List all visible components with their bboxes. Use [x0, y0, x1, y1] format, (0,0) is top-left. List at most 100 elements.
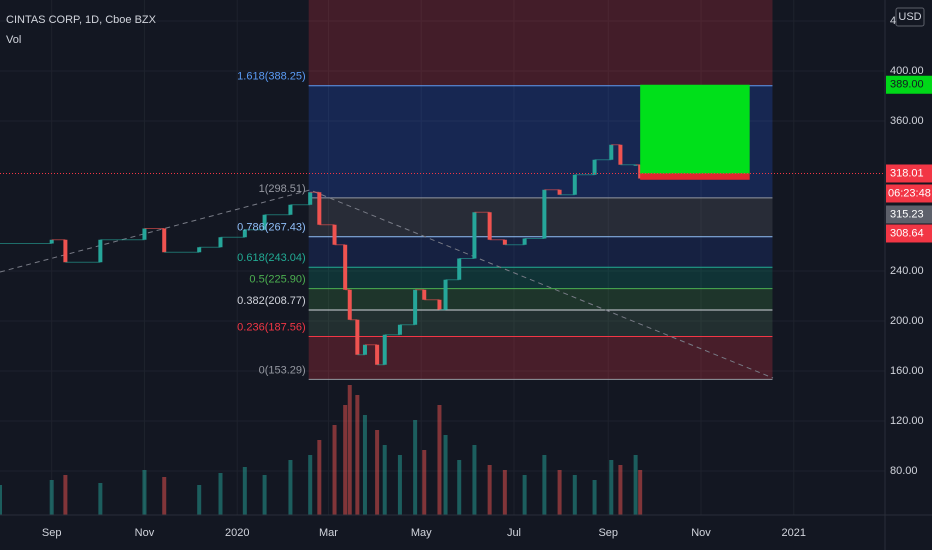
- candle: [592, 159, 597, 175]
- volume-bar: [242, 467, 247, 515]
- x-tick-label: Mar: [319, 527, 338, 539]
- countdown-tag: [886, 184, 932, 203]
- candle: [457, 258, 462, 280]
- x-tick-label: Sep: [42, 527, 62, 539]
- volume-bar: [572, 475, 577, 515]
- candle: [472, 212, 477, 259]
- x-tick-label: Jul: [507, 527, 521, 539]
- x-tick-label: 2021: [782, 527, 806, 539]
- loss-zone: [640, 173, 750, 180]
- y-tick-label: 360.00: [890, 115, 924, 127]
- indicator-label: Vol: [6, 34, 21, 46]
- volume-bar: [397, 455, 402, 515]
- fib-label: 0.236(187.56): [237, 321, 306, 333]
- price-tag: [886, 164, 932, 183]
- candle: [347, 289, 352, 320]
- candle: [362, 344, 367, 355]
- y-tick-label: 80.00: [890, 465, 918, 477]
- candle: [162, 228, 167, 253]
- volume-bar: [592, 480, 597, 515]
- volume-bar: [382, 445, 387, 515]
- candle: [382, 334, 387, 365]
- symbol-title: CINTAS CORP, 1D, Cboe BZX: [6, 14, 157, 26]
- candle: [242, 229, 247, 238]
- candle: [142, 228, 147, 240]
- volume-bar: [218, 473, 223, 515]
- volume-bar: [347, 385, 352, 515]
- countdown-label: 06:23:48: [888, 187, 931, 199]
- volume-bar: [457, 460, 462, 515]
- fib-label: 0.786(267.43): [237, 222, 306, 234]
- candle: [308, 192, 313, 205]
- price-tag: [886, 224, 932, 243]
- volume-bar: [197, 485, 202, 515]
- candle: [343, 244, 348, 290]
- volume-bar: [638, 470, 643, 515]
- currency[interactable]: USD: [898, 11, 921, 23]
- candle: [355, 319, 360, 355]
- price-tag: [886, 75, 932, 94]
- candle: [422, 289, 427, 300]
- candle: [317, 192, 322, 225]
- volume-bar: [437, 405, 442, 515]
- x-tick-label: Nov: [135, 527, 155, 539]
- volume-bar: [618, 465, 623, 515]
- candle: [557, 189, 562, 195]
- candle: [443, 279, 448, 310]
- volume-bar: [355, 395, 360, 515]
- candle: [63, 239, 68, 263]
- volume-bar: [422, 450, 427, 515]
- candle: [262, 214, 267, 230]
- candle: [197, 247, 202, 253]
- volume-bar: [262, 475, 267, 515]
- fib-band: [308, 288, 773, 311]
- fib-label: 1.618(388.25): [237, 71, 306, 83]
- volume-bar: [332, 425, 337, 515]
- fib-band: [308, 0, 773, 86]
- volume-bar: [0, 485, 2, 515]
- volume-bar: [162, 477, 167, 515]
- plot: [0, 0, 885, 515]
- volume-bar: [375, 430, 380, 515]
- candle: [437, 299, 442, 310]
- fib-band: [308, 310, 773, 337]
- fib-label: 1(298.51): [259, 183, 306, 195]
- fib-band: [308, 236, 773, 268]
- candle: [375, 344, 380, 365]
- candle: [542, 189, 547, 239]
- y-tick-label: 160.00: [890, 365, 924, 377]
- price-tag: [886, 205, 932, 224]
- volume-bar: [522, 475, 527, 515]
- volume-bar: [308, 455, 313, 515]
- price-tag-label: 318.01: [890, 167, 924, 179]
- x-tick-label: Sep: [598, 527, 618, 539]
- volume-bar: [542, 455, 547, 515]
- currency-box[interactable]: [895, 7, 925, 27]
- volume-bar: [362, 415, 367, 515]
- y-tick-label: 200.00: [890, 315, 924, 327]
- volume-bar: [49, 480, 54, 515]
- fib-label: 0.5(225.90): [249, 274, 305, 286]
- fib-band: [308, 267, 773, 289]
- y-tick-label: 4: [890, 15, 896, 27]
- fib-label: 0.382(208.77): [237, 295, 306, 307]
- fib-band: [308, 197, 773, 237]
- y-tick-label: 120.00: [890, 415, 924, 427]
- candle: [413, 289, 418, 325]
- candle: [98, 239, 103, 263]
- volume-bar: [472, 445, 477, 515]
- candle: [618, 144, 623, 165]
- candle: [49, 239, 54, 244]
- profit-zone: [640, 84, 750, 174]
- candle: [397, 324, 402, 335]
- volume-bar: [98, 483, 103, 515]
- candle: [487, 212, 492, 240]
- volume-bar: [633, 455, 638, 515]
- volume-bar: [142, 470, 147, 515]
- candle: [522, 238, 527, 245]
- candle: [572, 174, 577, 195]
- volume-bar: [317, 440, 322, 515]
- candle: [218, 237, 223, 248]
